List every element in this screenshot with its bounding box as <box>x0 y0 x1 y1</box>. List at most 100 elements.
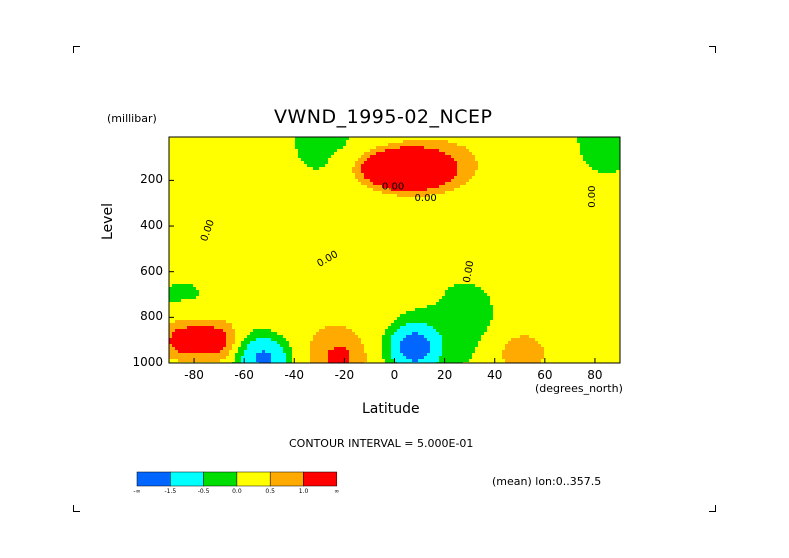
field-cell <box>238 176 242 180</box>
field-cell <box>286 137 290 141</box>
field-cell <box>190 227 194 231</box>
field-cell <box>217 242 221 246</box>
field-cell <box>313 221 317 225</box>
field-cell <box>259 143 263 147</box>
field-cell <box>256 293 260 297</box>
field-cell <box>220 362 224 364</box>
field-cell <box>199 209 203 213</box>
field-cell <box>217 167 221 171</box>
field-cell <box>244 302 248 306</box>
field-cell <box>190 293 194 297</box>
field-cell <box>238 296 242 300</box>
field-cell <box>301 164 305 168</box>
field-cell <box>352 296 356 300</box>
field-cell <box>361 329 365 333</box>
field-cell <box>205 323 209 327</box>
field-cell <box>325 353 329 357</box>
field-cell <box>283 158 287 162</box>
field-cell <box>301 341 305 345</box>
field-cell <box>325 242 329 246</box>
field-cell <box>250 155 254 159</box>
field-cell <box>226 248 230 252</box>
field-cell <box>349 173 353 177</box>
field-cell <box>193 341 197 345</box>
field-cell <box>328 251 332 255</box>
field-cell <box>187 176 191 180</box>
field-cell <box>256 257 260 261</box>
field-cell <box>349 323 353 327</box>
field-cell <box>343 245 347 249</box>
field-cell <box>184 257 188 261</box>
field-cell <box>274 353 278 357</box>
field-cell <box>295 332 299 336</box>
field-cell <box>331 245 335 249</box>
field-cell <box>289 212 293 216</box>
field-cell <box>190 362 194 364</box>
field-cell <box>169 179 173 183</box>
field-cell <box>172 209 176 213</box>
field-cell <box>211 215 215 219</box>
field-cell <box>235 335 239 339</box>
field-cell <box>193 314 197 318</box>
field-cell <box>232 290 236 294</box>
field-cell <box>238 269 242 273</box>
field-cell <box>289 173 293 177</box>
field-cell <box>310 182 314 186</box>
field-cell <box>298 341 302 345</box>
field-cell <box>277 212 281 216</box>
field-cell <box>355 218 359 222</box>
field-cell <box>358 191 362 195</box>
field-cell <box>238 230 242 234</box>
field-cell <box>292 158 296 162</box>
field-cell <box>262 233 266 237</box>
field-cell <box>292 266 296 270</box>
field-cell <box>322 176 326 180</box>
field-cell <box>244 245 248 249</box>
field-cell <box>220 320 224 324</box>
field-cell <box>238 185 242 189</box>
field-cell <box>349 263 353 267</box>
field-cell <box>232 197 236 201</box>
field-cell <box>181 245 185 249</box>
field-cell <box>229 212 233 216</box>
field-cell <box>337 179 341 183</box>
field-cell <box>355 170 359 174</box>
field-cell <box>208 323 212 327</box>
field-cell <box>280 182 284 186</box>
field-cell <box>319 305 323 309</box>
field-cell <box>280 212 284 216</box>
field-cell <box>319 278 323 282</box>
field-cell <box>232 329 236 333</box>
field-cell <box>301 272 305 276</box>
field-cell <box>217 314 221 318</box>
field-cell <box>310 251 314 255</box>
field-cell <box>238 212 242 216</box>
field-cell <box>292 206 296 210</box>
field-cell <box>226 305 230 309</box>
field-cell <box>358 200 362 204</box>
field-cell <box>205 230 209 234</box>
field-cell <box>352 245 356 249</box>
field-cell <box>313 149 317 153</box>
field-cell <box>226 350 230 354</box>
field-cell <box>268 269 272 273</box>
field-cell <box>184 275 188 279</box>
field-cell <box>202 158 206 162</box>
field-cell <box>286 155 290 159</box>
field-cell <box>244 197 248 201</box>
field-cell <box>196 140 200 144</box>
field-cell <box>337 146 341 150</box>
field-cell <box>307 263 311 267</box>
field-cell <box>223 344 227 348</box>
field-cell <box>343 341 347 345</box>
field-cell <box>358 197 362 201</box>
field-cell <box>184 206 188 210</box>
field-cell <box>349 242 353 246</box>
field-cell <box>172 275 176 279</box>
field-cell <box>355 299 359 303</box>
field-cell <box>178 149 182 153</box>
field-cell <box>241 338 245 342</box>
field-cell <box>307 350 311 354</box>
field-cell <box>283 284 287 288</box>
field-cell <box>229 293 233 297</box>
